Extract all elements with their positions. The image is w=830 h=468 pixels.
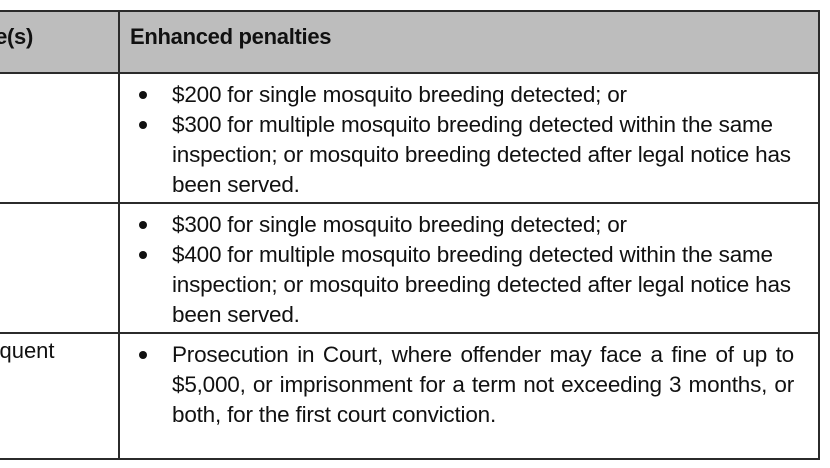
penalty-list: Prosecution in Court, where offender may… xyxy=(120,334,818,432)
penalty-list: $200 for single mosquito breeding detect… xyxy=(120,74,818,202)
header-penalties-label: Enhanced penalties xyxy=(130,24,332,49)
offence-cell xyxy=(0,72,120,204)
table-row: bsequent Prosecution in Court, where off… xyxy=(0,332,820,460)
offence-label: bsequent xyxy=(0,338,55,363)
offence-cell xyxy=(0,202,120,334)
penalties-cell: Prosecution in Court, where offender may… xyxy=(118,332,820,460)
table-row: $300 for single mosquito breeding detect… xyxy=(0,202,820,334)
penalties-table: nce(s) Enhanced penalties $200 for singl… xyxy=(0,10,820,460)
penalty-list: $300 for single mosquito breeding detect… xyxy=(120,204,818,332)
penalties-cell: $200 for single mosquito breeding detect… xyxy=(118,72,820,204)
header-penalties-cell: Enhanced penalties xyxy=(118,10,820,74)
penalties-cell: $300 for single mosquito breeding detect… xyxy=(118,202,820,334)
penalty-item: $400 for multiple mosquito breeding dete… xyxy=(120,240,818,330)
table-header-row: nce(s) Enhanced penalties xyxy=(0,10,820,74)
penalty-item: $300 for single mosquito breeding detect… xyxy=(120,210,818,240)
offence-cell: bsequent xyxy=(0,332,120,460)
penalty-item: Prosecution in Court, where offender may… xyxy=(120,340,818,430)
offence-label xyxy=(0,74,118,78)
header-offence-label: nce(s) xyxy=(0,24,33,49)
penalty-item: $300 for multiple mosquito breeding dete… xyxy=(120,110,818,200)
header-offence-cell: nce(s) xyxy=(0,10,120,74)
penalty-item: $200 for single mosquito breeding detect… xyxy=(120,80,818,110)
offence-label xyxy=(0,204,118,208)
table-row: $200 for single mosquito breeding detect… xyxy=(0,72,820,204)
